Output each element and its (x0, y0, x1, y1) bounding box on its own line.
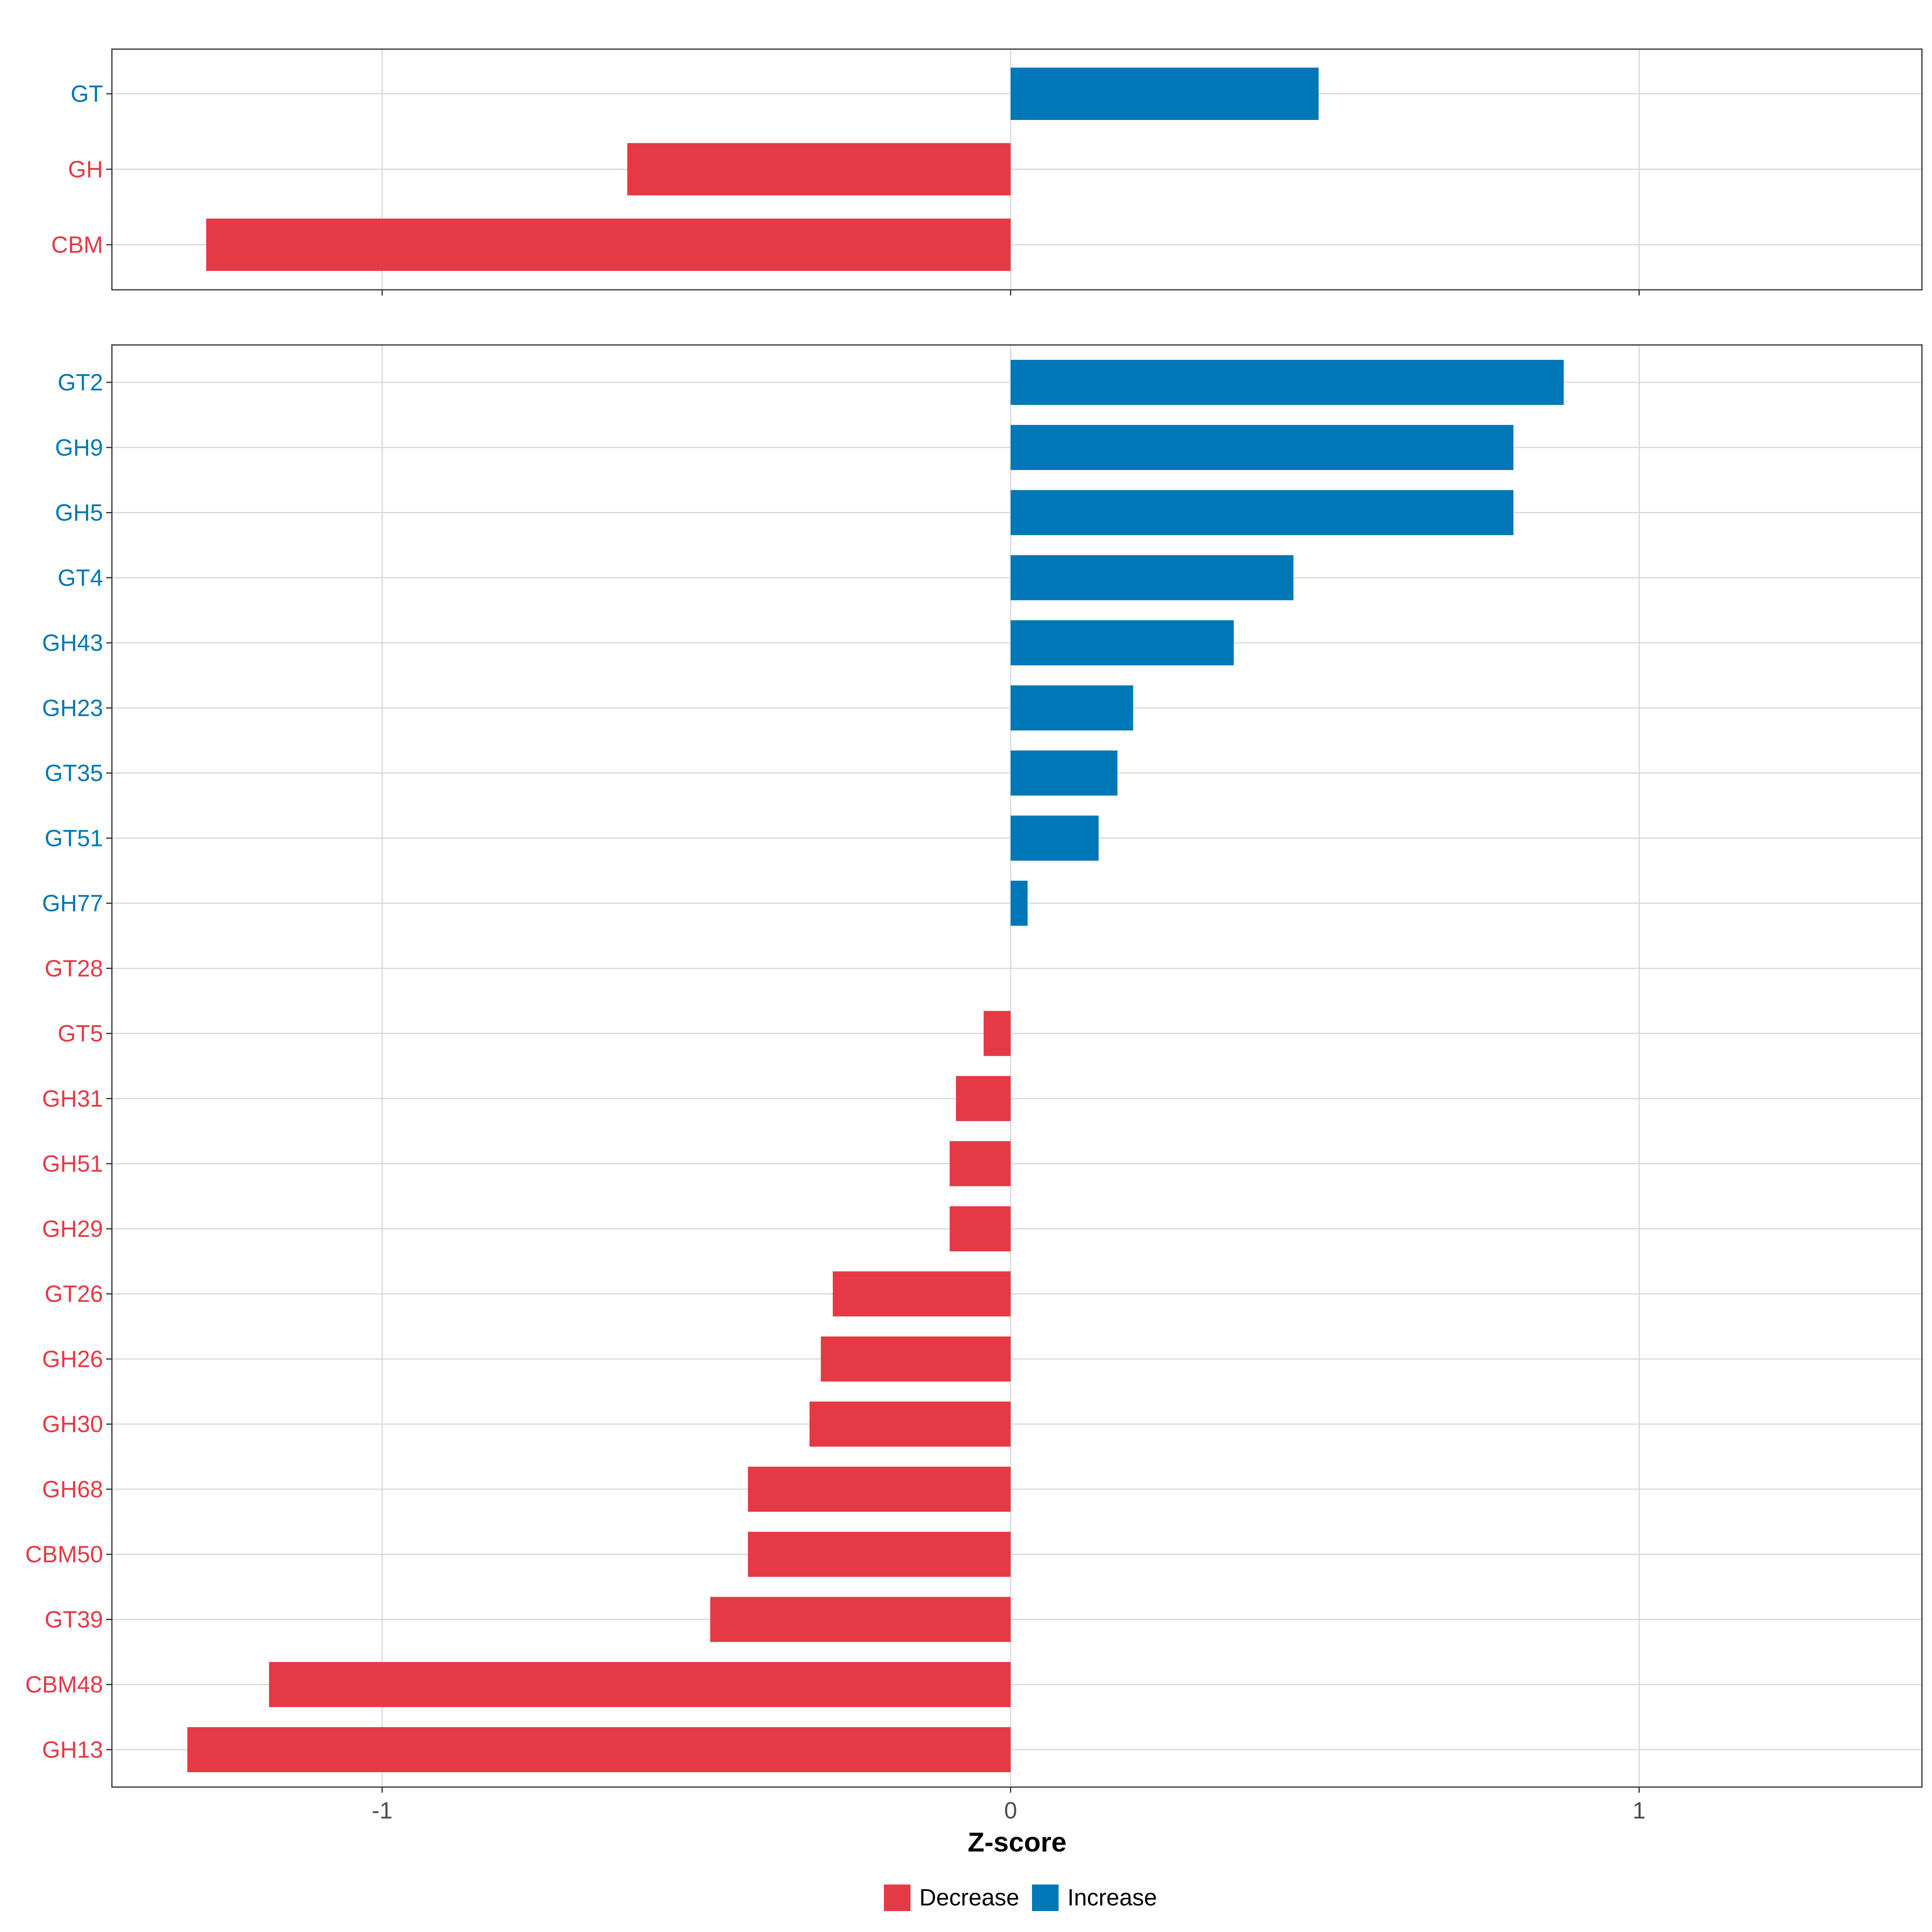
bar-cbm (206, 219, 1011, 271)
bar-gh30 (809, 1402, 1011, 1447)
category-label-gt28: GT28 (45, 956, 103, 982)
bar-gt51 (1010, 815, 1099, 861)
category-label-gt2: GT2 (58, 369, 103, 396)
bar-cbm50 (748, 1532, 1011, 1577)
bar-gh29 (949, 1206, 1011, 1251)
bar-gt39 (710, 1597, 1011, 1642)
bar-gt26 (832, 1271, 1011, 1317)
bar-cbm48 (269, 1662, 1011, 1707)
x-axis-title: Z-score (968, 1827, 1067, 1858)
bar-gh23 (1010, 685, 1133, 731)
category-label-gh9: GH9 (55, 435, 103, 461)
category-label-gt51: GT51 (45, 825, 103, 851)
category-label-gh29: GH29 (42, 1216, 103, 1242)
x-tick-label: -1 (372, 1798, 393, 1824)
category-label-gt: GT (70, 81, 103, 107)
bottom-panel-border (111, 344, 1923, 1788)
category-label-gh30: GH30 (42, 1411, 103, 1437)
category-label-gh68: GH68 (42, 1476, 103, 1503)
category-label-gh43: GH43 (42, 630, 103, 656)
bar-gh9 (1010, 425, 1514, 470)
category-label-gh: GH (68, 157, 103, 183)
bar-gh5 (1010, 490, 1514, 535)
bar-gt5 (983, 1011, 1011, 1056)
category-label-gt5: GT5 (58, 1021, 103, 1047)
bar-gt4 (1010, 555, 1294, 601)
category-label-gt39: GT39 (45, 1606, 103, 1633)
bar-gt2 (1010, 360, 1564, 405)
bar-gh13 (187, 1727, 1011, 1772)
category-label-cbm48: CBM48 (25, 1672, 103, 1698)
category-label-gt35: GT35 (45, 760, 103, 786)
bar-gt (1010, 68, 1319, 120)
category-label-cbm50: CBM50 (25, 1542, 103, 1568)
bar-gh68 (748, 1466, 1011, 1512)
bar-gh51 (949, 1141, 1011, 1187)
category-label-gh51: GH51 (42, 1151, 103, 1177)
x-axis: -1 0 1 (372, 1798, 1646, 1824)
category-label-gh13: GH13 (42, 1737, 103, 1763)
bar-gh (627, 143, 1011, 196)
legend-key-increase (1032, 1885, 1059, 1911)
top-panel: GT GH CBM (51, 48, 1923, 295)
bar-gt35 (1010, 750, 1118, 796)
legend-key-decrease (884, 1885, 910, 1911)
category-label-cbm: CBM (51, 232, 103, 258)
bottom-panel: GT2 GH9 GH5 GT4 GH43 GH23 GT35 GT51 GH77 GT28 GT5 G… (25, 344, 1923, 1793)
bar-gh77 (1010, 881, 1028, 926)
legend: Decrease Increase (884, 1885, 1157, 1911)
category-label-gt26: GT26 (45, 1281, 103, 1307)
bar-gh26 (821, 1336, 1011, 1382)
category-label-gh5: GH5 (55, 500, 103, 526)
category-label-gh77: GH77 (42, 890, 103, 916)
x-tick-label: 0 (1004, 1798, 1017, 1824)
bar-gh31 (956, 1076, 1011, 1121)
bar-gh43 (1010, 620, 1234, 666)
legend-label-decrease: Decrease (919, 1885, 1019, 1911)
category-label-gh26: GH26 (42, 1346, 103, 1372)
top-panel-border (111, 48, 1923, 291)
legend-label-increase: Increase (1067, 1885, 1157, 1911)
category-label-gh23: GH23 (42, 695, 103, 721)
category-label-gt4: GT4 (58, 565, 103, 591)
category-label-gh31: GH31 (42, 1086, 103, 1112)
x-tick-label: 1 (1633, 1798, 1645, 1824)
